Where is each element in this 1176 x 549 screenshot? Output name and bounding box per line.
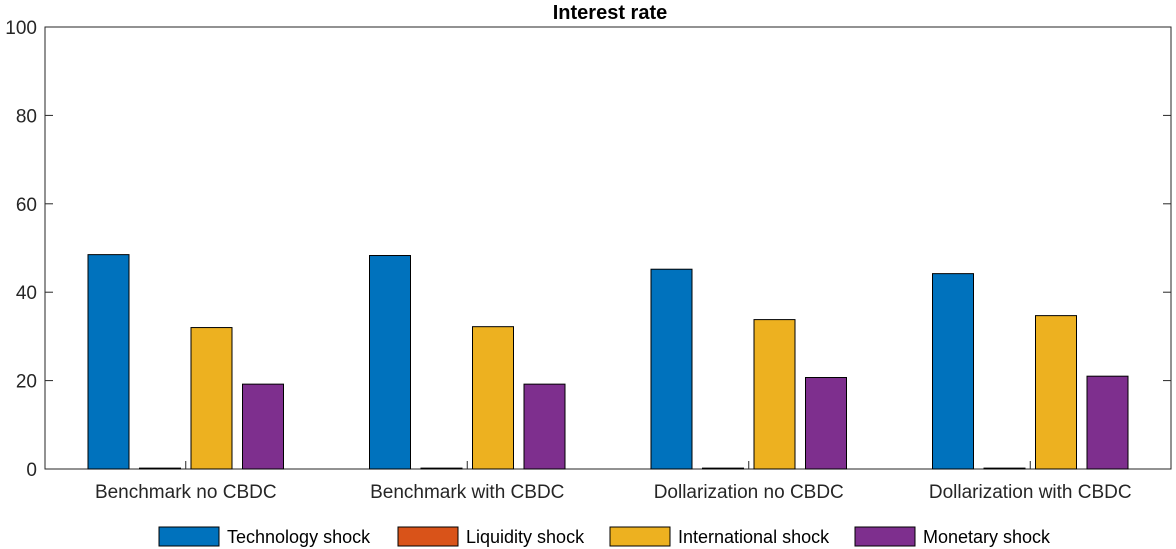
legend: Technology shock Liquidity shock Internati… (158, 526, 1051, 547)
legend-label: Monetary shock (923, 527, 1051, 547)
legend-swatch (609, 526, 671, 547)
x-category-label: Benchmark no CBDC (95, 482, 277, 503)
y-tick-label: 60 (16, 195, 37, 216)
bar-liquidity-shock (139, 467, 181, 470)
legend-swatch (854, 526, 916, 547)
bar-monetary-shock (1086, 375, 1129, 470)
y-tick-label: 80 (16, 106, 37, 127)
bar-liquidity-shock (702, 467, 744, 470)
bar-technology-shock (650, 268, 693, 470)
bar-liquidity-shock (420, 467, 463, 470)
y-tick-label: 0 (26, 460, 37, 481)
bars (87, 254, 1129, 470)
y-tick-label: 100 (5, 18, 37, 39)
bar-international-shock (753, 319, 796, 470)
y-axis-ticks: 0 20 40 60 80 100 (5, 18, 1171, 481)
bar-liquidity-shock (983, 467, 1026, 470)
bar-technology-shock (369, 255, 411, 470)
axes (44, 26, 1172, 470)
bar-international-shock (1035, 315, 1077, 470)
legend-swatch (397, 526, 459, 547)
legend-label: Liquidity shock (466, 527, 585, 547)
chart-title: Interest rate (553, 2, 668, 24)
legend-label: Technology shock (227, 527, 371, 547)
bar-monetary-shock (523, 383, 566, 470)
bar-technology-shock (932, 273, 974, 470)
legend-swatch (158, 526, 220, 547)
x-category-label: Benchmark with CBDC (370, 482, 564, 503)
bar-international-shock (190, 327, 233, 470)
legend-label: International shock (678, 527, 830, 547)
x-axis-categories: Benchmark no CBDC Benchmark with CBDC Doll… (95, 461, 1132, 503)
y-tick-label: 20 (16, 372, 37, 393)
plot-area-box (44, 26, 1172, 470)
bar-international-shock (472, 326, 514, 470)
bar-monetary-shock (242, 383, 284, 470)
bar-technology-shock (87, 254, 130, 470)
bar-monetary-shock (805, 377, 847, 470)
x-category-label: Dollarization no CBDC (654, 482, 844, 503)
x-category-label: Dollarization with CBDC (929, 482, 1132, 503)
y-tick-label: 40 (16, 283, 37, 304)
